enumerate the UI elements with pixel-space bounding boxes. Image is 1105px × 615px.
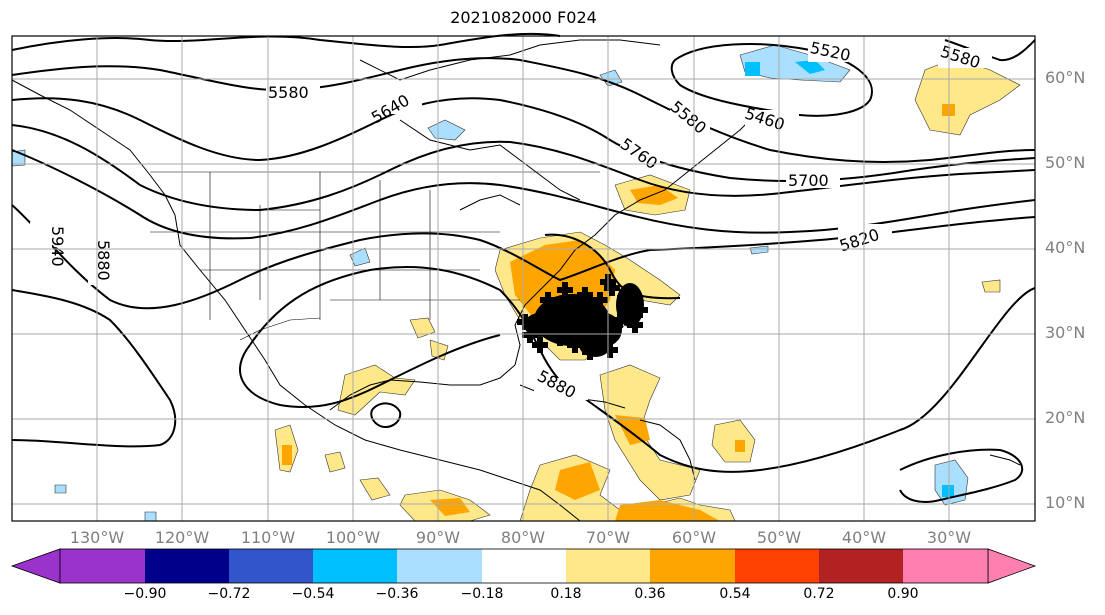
lat-label: 20°N — [1045, 408, 1086, 427]
colorbar-tick: −0.90 — [123, 586, 167, 602]
contour-label: 5700 — [788, 171, 829, 190]
plus-marker — [542, 304, 558, 320]
plus-marker — [612, 312, 628, 328]
colorbar-tick: −0.36 — [375, 586, 419, 602]
plus-marker — [522, 327, 538, 343]
lon-label: 60°W — [671, 528, 717, 547]
lon-label: 120°W — [154, 528, 210, 547]
colorbar-tick: −0.18 — [460, 586, 504, 602]
lon-label: 110°W — [240, 528, 296, 547]
lon-label: 130°W — [69, 528, 125, 547]
lat-label: 40°N — [1045, 238, 1086, 257]
graticule — [12, 36, 1035, 521]
plus-marker — [602, 342, 618, 358]
lat-label: 10°N — [1045, 493, 1086, 512]
contour-label: 5940 — [48, 226, 67, 267]
lon-label: 100°W — [325, 528, 381, 547]
lon-label: 50°W — [756, 528, 802, 547]
plus-marker — [567, 337, 583, 353]
plus-marker — [617, 290, 633, 306]
plus-marker — [582, 344, 598, 360]
colorbar — [10, 548, 1037, 584]
colorbar-tick: 0.90 — [887, 586, 919, 602]
plus-marker — [517, 314, 533, 330]
colorbar-tick: 0.18 — [550, 586, 582, 602]
contour-label: 5880 — [94, 240, 113, 281]
lon-label: 30°W — [926, 528, 972, 547]
lat-label: 50°N — [1045, 153, 1086, 172]
plus-marker — [632, 302, 648, 318]
colorbar-tick: −0.54 — [291, 586, 335, 602]
plus-marker — [592, 292, 608, 308]
colorbar-tick: −0.72 — [207, 586, 251, 602]
lat-label: 30°N — [1045, 323, 1086, 342]
plus-marker — [577, 287, 593, 303]
lon-label: 40°W — [841, 528, 887, 547]
plus-marker — [532, 337, 548, 353]
plus-marker — [540, 292, 556, 308]
plus-marker — [604, 280, 620, 296]
plus-marker — [552, 330, 568, 346]
map-title: 2021082000 F024 — [450, 8, 597, 27]
contour-label: 5580 — [268, 83, 309, 102]
lon-label: 70°W — [585, 528, 631, 547]
lon-label: 90°W — [415, 528, 461, 547]
colorbar-tick: 0.36 — [634, 586, 666, 602]
plus-marker — [627, 317, 643, 333]
lon-label: 80°W — [500, 528, 546, 547]
lat-label: 60°N — [1045, 68, 1086, 87]
map-frame — [11, 35, 1036, 522]
colorbar-tick: 0.72 — [803, 586, 835, 602]
colorbar-tick: 0.54 — [719, 586, 751, 602]
plus-marker — [557, 282, 573, 298]
